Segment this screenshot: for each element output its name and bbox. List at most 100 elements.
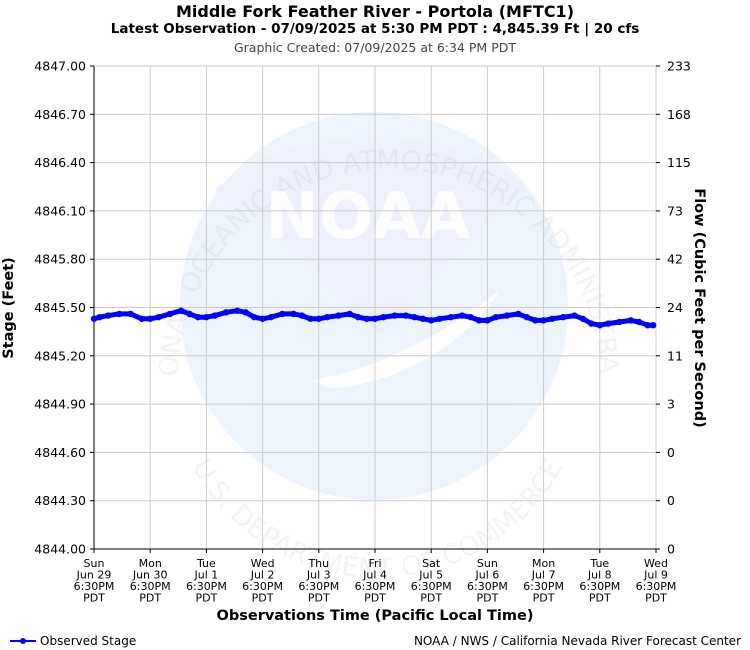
- noaa-watermark: [180, 112, 568, 500]
- data-point: [194, 313, 202, 321]
- data-point: [616, 318, 623, 326]
- y2-tick-label: 0: [667, 493, 675, 508]
- data-point: [177, 307, 185, 314]
- data-point: [90, 315, 98, 322]
- data-point: [458, 312, 466, 319]
- y-tick-label: 4846.40: [34, 155, 86, 170]
- data-point: [116, 310, 123, 318]
- data-point: [588, 320, 595, 327]
- y2-tick-label: 11: [667, 348, 683, 363]
- data-point: [391, 312, 398, 319]
- data-point: [259, 315, 266, 322]
- y-tick-label: 4845.50: [34, 300, 86, 315]
- data-point: [484, 317, 491, 324]
- y2-tick-label: 168: [667, 107, 691, 122]
- y-tick-label: 4847.00: [34, 59, 86, 74]
- data-point: [635, 318, 643, 326]
- data-point: [402, 312, 410, 319]
- data-point: [531, 317, 539, 324]
- y-tick-label: 4844.60: [34, 445, 86, 460]
- data-point: [290, 310, 297, 318]
- data-point: [242, 309, 249, 316]
- y2-tick-label: 115: [667, 155, 691, 170]
- data-point: [627, 317, 634, 324]
- x-tick-label: Mon Jul 7 6:30PM PDT: [523, 557, 564, 605]
- data-point: [419, 315, 426, 322]
- data-point: [560, 313, 567, 321]
- x-tick-label: Sun Jul 6 6:30PM PDT: [467, 557, 508, 605]
- data-point: [250, 313, 258, 321]
- data-point: [380, 313, 387, 321]
- data-point: [571, 312, 578, 319]
- data-point: [649, 322, 657, 329]
- data-point: [298, 312, 306, 319]
- watermark-disc: [180, 112, 568, 500]
- y-tick-label: 4844.00: [34, 542, 86, 557]
- data-point: [467, 313, 474, 321]
- data-point: [155, 313, 162, 321]
- x-tick-label: Mon Jun 30 6:30PM PDT: [130, 557, 171, 605]
- data-point: [138, 315, 145, 322]
- x-tick-label: Sun Jun 29 6:30PM PDT: [74, 557, 115, 605]
- legend: Observed Stage: [10, 634, 136, 648]
- y2-tick-label: 233: [667, 59, 691, 74]
- y-tick-label: 4844.90: [34, 397, 86, 412]
- data-point: [354, 313, 362, 321]
- data-point: [279, 310, 286, 318]
- data-point: [346, 310, 353, 318]
- data-point: [371, 315, 379, 322]
- y-tick-label: 4844.30: [34, 493, 86, 508]
- credit-text: NOAA / NWS / California Nevada River For…: [413, 634, 741, 648]
- data-point: [492, 313, 500, 321]
- data-point: [447, 313, 455, 321]
- data-point: [548, 315, 556, 322]
- data-point: [540, 317, 547, 324]
- data-point: [96, 313, 103, 321]
- y2-axis-label: Flow (Cubic Feet per Second): [691, 188, 707, 427]
- data-point: [411, 313, 418, 321]
- data-point: [234, 307, 241, 314]
- data-point: [579, 315, 587, 322]
- x-tick-label: Tue Jul 8 6:30PM PDT: [579, 557, 620, 605]
- data-point: [523, 313, 530, 321]
- y-tick-label: 4845.80: [34, 252, 86, 267]
- chart-title: Middle Fork Feather River - Portola (MFT…: [176, 2, 574, 21]
- x-axis-label: Observations Time (Pacific Local Time): [217, 608, 534, 624]
- y2-tick-label: 0: [667, 542, 675, 557]
- data-point: [186, 310, 193, 318]
- y2-tick-label: 0: [667, 445, 675, 460]
- data-point: [363, 315, 370, 322]
- watermark-logo-text: NOAA: [265, 180, 471, 254]
- y-tick-label: 4846.10: [34, 203, 86, 218]
- data-point: [515, 310, 522, 318]
- data-point: [147, 315, 154, 322]
- data-point: [596, 322, 603, 329]
- x-axis: Sun Jun 29 6:30PM PDT Mon Jun 30 6:30PM PDT Tue J…: [74, 549, 677, 605]
- x-tick-label: Sat Jul 5 6:30PM PDT: [411, 557, 452, 605]
- x-tick-label: Tue Jul 1 6:30PM PDT: [186, 557, 227, 605]
- x-tick-label: Wed Jul 9 6:30PM PDT: [636, 557, 677, 605]
- y-tick-label: 4846.70: [34, 107, 86, 122]
- x-tick-label: Thu Jul 3 6:30PM PDT: [298, 557, 339, 605]
- data-point: [644, 322, 651, 329]
- y2-tick-label: 3: [667, 397, 675, 412]
- legend-label: Observed Stage: [40, 634, 137, 648]
- data-point: [315, 315, 322, 322]
- series-observed-stage: [90, 307, 657, 329]
- data-point: [324, 313, 331, 321]
- data-point: [267, 313, 275, 321]
- data-point: [203, 313, 210, 321]
- data-point: [335, 312, 342, 319]
- y-tick-label: 4845.20: [34, 348, 86, 363]
- watermark-wave: [310, 290, 500, 388]
- data-point: [166, 310, 174, 318]
- data-point: [127, 310, 134, 318]
- y-axis-left: 4844.00 4844.30 4844.60 4844.90 4845.20 4845.…: [34, 59, 94, 557]
- watermark-gull: [215, 137, 528, 340]
- y2-tick-label: 24: [667, 300, 683, 315]
- data-point: [503, 312, 511, 319]
- y-axis-label: Stage (Feet): [1, 257, 17, 359]
- x-tick-label: Wed Jul 2 6:30PM PDT: [242, 557, 283, 605]
- grid: [93, 65, 657, 550]
- y2-tick-label: 42: [667, 252, 683, 267]
